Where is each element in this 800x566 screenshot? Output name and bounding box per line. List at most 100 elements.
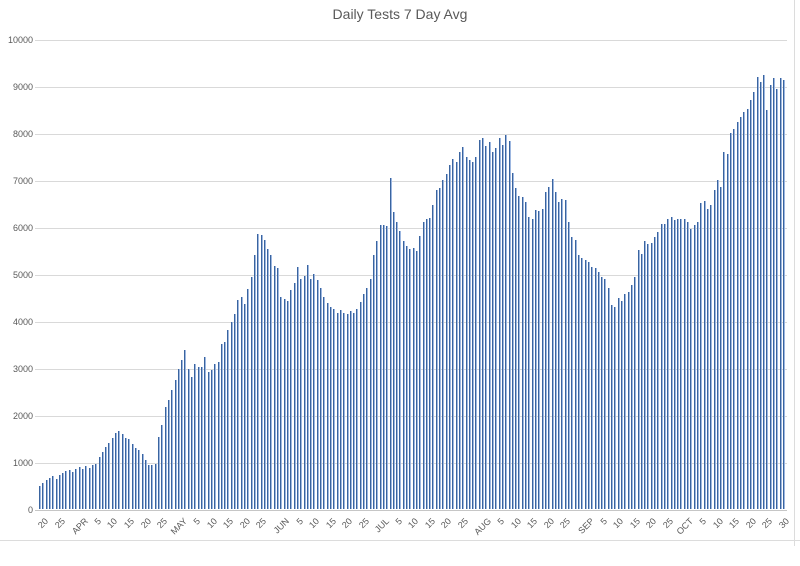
bar <box>158 437 161 509</box>
bar <box>409 249 412 509</box>
bar <box>673 220 676 509</box>
bar <box>650 243 653 509</box>
y-axis-tick-label: 0 <box>27 505 33 515</box>
bar <box>756 77 759 509</box>
bar <box>62 473 65 509</box>
bar <box>488 142 491 509</box>
bar <box>558 202 561 509</box>
bar <box>207 372 210 509</box>
bar <box>449 165 452 509</box>
bar <box>88 468 91 509</box>
bar <box>680 219 683 509</box>
bar <box>346 314 349 509</box>
bar <box>670 217 673 509</box>
bar <box>614 307 617 509</box>
bar <box>538 211 541 509</box>
bar <box>227 330 230 509</box>
bar <box>131 444 134 509</box>
y-axis-tick-label: 1000 <box>12 458 33 468</box>
bar <box>763 75 766 509</box>
bar <box>783 80 785 509</box>
bar <box>706 209 709 509</box>
bar <box>445 174 448 509</box>
bar <box>551 179 554 509</box>
bar <box>98 457 101 509</box>
bar <box>356 309 359 509</box>
bar <box>201 367 204 509</box>
bar <box>224 342 227 509</box>
bar <box>518 196 521 509</box>
bar <box>39 486 41 509</box>
bar <box>525 202 528 509</box>
bar <box>617 298 620 509</box>
bar <box>581 258 584 509</box>
bar <box>690 229 693 509</box>
bar <box>58 475 61 509</box>
bar <box>263 240 266 509</box>
bar <box>604 279 607 509</box>
bar <box>435 190 438 509</box>
bar <box>250 277 253 509</box>
bar <box>415 251 418 509</box>
bar <box>253 255 256 509</box>
bar <box>627 292 630 509</box>
bar <box>647 244 650 509</box>
bar <box>644 241 647 509</box>
bar <box>174 380 177 509</box>
bar <box>134 448 137 509</box>
bar <box>148 465 151 509</box>
bar <box>683 219 686 509</box>
bar <box>458 152 461 509</box>
chart-title: Daily Tests 7 Day Avg <box>332 6 468 22</box>
bar <box>151 465 154 509</box>
bar <box>121 434 124 509</box>
bar <box>663 224 666 509</box>
bar <box>95 464 98 509</box>
bar <box>753 92 756 509</box>
bar <box>85 466 88 509</box>
bar <box>611 305 614 509</box>
bar <box>108 443 111 509</box>
bar <box>353 313 356 509</box>
bar <box>396 222 399 509</box>
bar <box>597 272 600 509</box>
bar <box>161 425 164 509</box>
bar <box>677 219 680 509</box>
bar <box>399 231 402 509</box>
y-axis-tick-label: 8000 <box>12 129 33 139</box>
bar <box>267 249 270 509</box>
y-axis-tick-label: 3000 <box>12 364 33 374</box>
bar <box>733 129 736 509</box>
bar <box>412 248 415 509</box>
bar <box>541 209 544 509</box>
bar <box>425 219 428 509</box>
bar <box>535 210 537 509</box>
bar <box>204 357 207 509</box>
bar <box>630 285 633 509</box>
bar <box>237 300 240 509</box>
bar <box>296 267 299 509</box>
y-axis-tick-label: 9000 <box>12 82 33 92</box>
bar <box>723 152 726 509</box>
bar <box>81 469 84 509</box>
y-axis-tick-label: 7000 <box>12 176 33 186</box>
bar <box>72 472 75 509</box>
bar <box>177 369 180 509</box>
bar <box>759 82 762 509</box>
bar <box>455 162 458 509</box>
bar <box>273 266 276 509</box>
bar <box>52 476 55 509</box>
bar <box>773 78 776 509</box>
bar <box>637 250 640 509</box>
bar <box>124 438 127 509</box>
bar <box>283 299 286 509</box>
bar <box>465 157 468 509</box>
bar <box>141 454 144 509</box>
bar <box>366 288 369 509</box>
bar <box>293 283 296 509</box>
bar <box>601 277 604 509</box>
bar <box>620 301 623 509</box>
bar <box>78 467 81 509</box>
bar <box>624 294 627 509</box>
bar <box>482 138 485 509</box>
